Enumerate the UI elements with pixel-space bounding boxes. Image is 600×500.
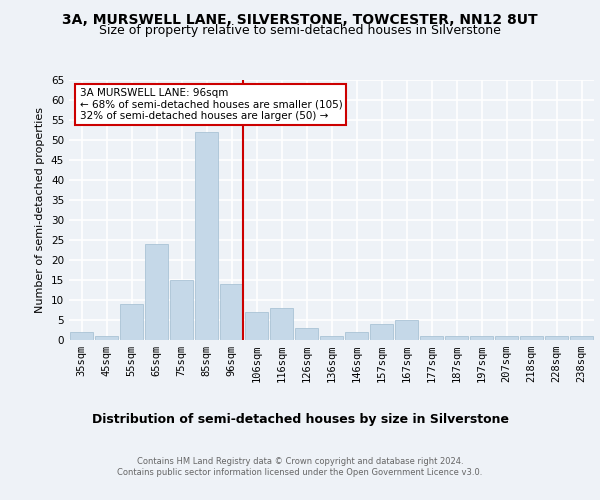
Bar	[220, 284, 243, 340]
Bar	[295, 328, 318, 340]
Bar	[120, 304, 143, 340]
Bar	[445, 336, 468, 340]
Bar	[145, 244, 168, 340]
Text: Distribution of semi-detached houses by size in Silverstone: Distribution of semi-detached houses by …	[91, 412, 509, 426]
Bar	[195, 132, 218, 340]
Bar	[520, 336, 543, 340]
Bar	[70, 332, 93, 340]
Bar	[395, 320, 418, 340]
Bar	[470, 336, 493, 340]
Bar	[420, 336, 443, 340]
Text: Contains HM Land Registry data © Crown copyright and database right 2024.
Contai: Contains HM Land Registry data © Crown c…	[118, 458, 482, 477]
Text: 3A MURSWELL LANE: 96sqm
← 68% of semi-detached houses are smaller (105)
32% of s: 3A MURSWELL LANE: 96sqm ← 68% of semi-de…	[79, 88, 342, 121]
Text: 3A, MURSWELL LANE, SILVERSTONE, TOWCESTER, NN12 8UT: 3A, MURSWELL LANE, SILVERSTONE, TOWCESTE…	[62, 12, 538, 26]
Text: Size of property relative to semi-detached houses in Silverstone: Size of property relative to semi-detach…	[99, 24, 501, 37]
Bar	[170, 280, 193, 340]
Bar	[95, 336, 118, 340]
Bar	[245, 312, 268, 340]
Bar	[320, 336, 343, 340]
Bar	[345, 332, 368, 340]
Bar	[545, 336, 568, 340]
Y-axis label: Number of semi-detached properties: Number of semi-detached properties	[35, 107, 46, 313]
Bar	[495, 336, 518, 340]
Bar	[370, 324, 393, 340]
Bar	[270, 308, 293, 340]
Bar	[570, 336, 593, 340]
